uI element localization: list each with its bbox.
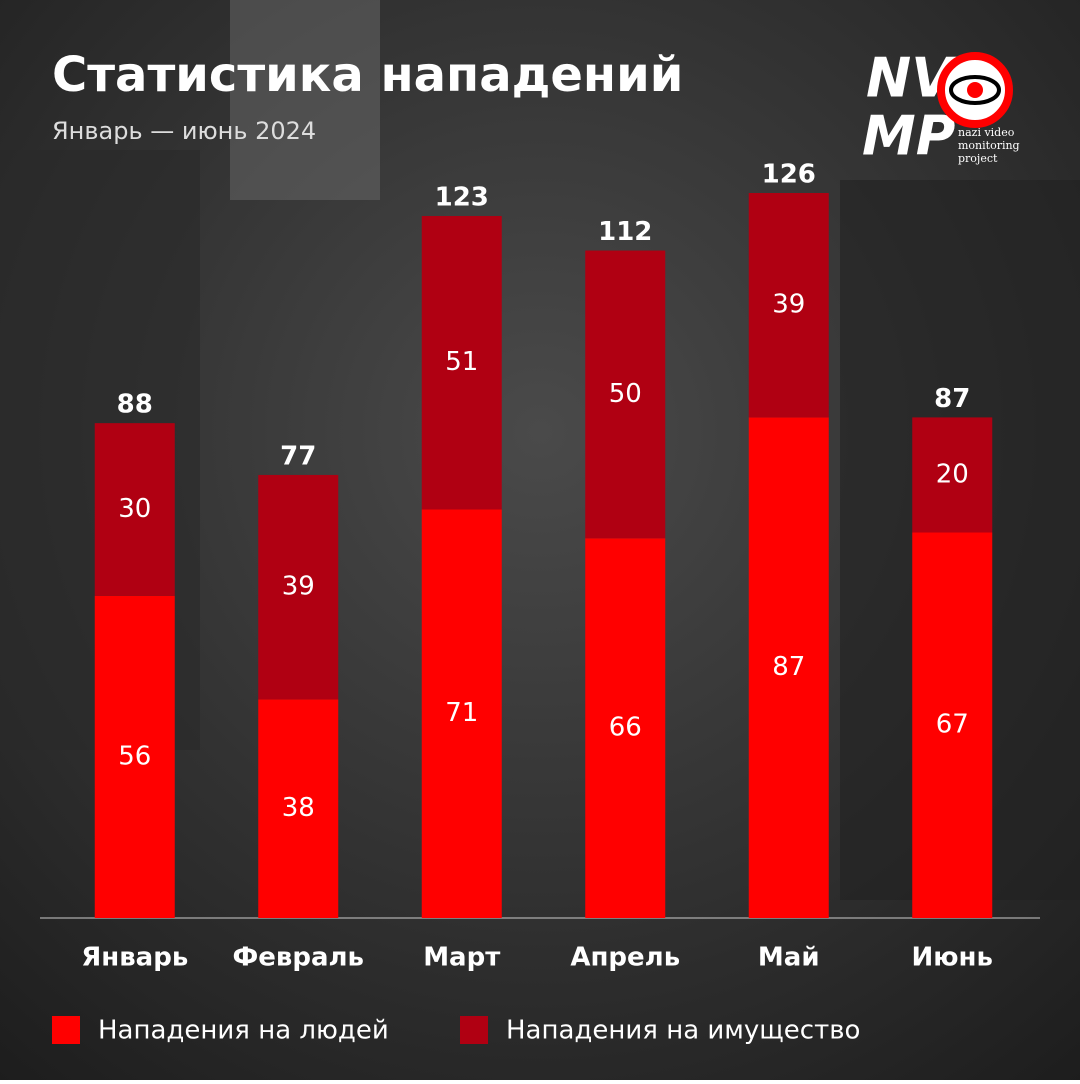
x-tick-label: Апрель [570, 943, 680, 973]
logo: NV MP nazi video monitoring project [862, 47, 1020, 168]
data-label: 66 [609, 713, 642, 743]
bar-segment [421, 216, 502, 510]
chart-title: Статистика нападений [52, 47, 683, 103]
data-label: 30 [118, 494, 151, 524]
x-tick-label: Март [423, 943, 500, 973]
bar-segment [258, 474, 339, 700]
x-tick-label: Май [758, 943, 820, 973]
total-label: 77 [280, 441, 316, 471]
data-label: 51 [445, 347, 478, 377]
bar-segment [585, 538, 666, 918]
bar-segment [748, 417, 829, 918]
x-tick-label: Февраль [232, 943, 364, 973]
logo-mark: MP [862, 105, 955, 168]
data-label: 50 [609, 379, 642, 409]
total-label: 123 [435, 183, 489, 213]
logo-text: project [958, 152, 998, 165]
data-label: 39 [772, 290, 805, 320]
logo-text: monitoring [958, 139, 1020, 152]
bar-segment [94, 423, 175, 596]
bar-segment [912, 532, 993, 918]
data-label: 20 [936, 459, 969, 489]
legend-label: Нападения на людей [98, 1016, 389, 1046]
legend-swatch [460, 1016, 488, 1044]
bar-segment [421, 509, 502, 918]
legend-label: Нападения на имущество [506, 1016, 860, 1046]
total-label: 126 [762, 160, 816, 190]
data-label: 87 [772, 652, 805, 682]
data-label: 39 [282, 572, 315, 602]
data-label: 67 [936, 710, 969, 740]
bar-segment [258, 699, 339, 918]
x-tick-label: Январь [81, 943, 188, 973]
total-label: 87 [934, 384, 970, 414]
bar-segment [748, 193, 829, 418]
x-tick-label: Июнь [912, 943, 993, 973]
bar-segment [585, 250, 666, 539]
data-label: 71 [445, 698, 478, 728]
bar-segment [912, 417, 993, 533]
total-label: 112 [598, 217, 652, 247]
background-shape [230, 0, 380, 200]
logo-text: nazi video [958, 126, 1015, 139]
logo-eye [949, 75, 1001, 105]
data-label: 56 [118, 741, 151, 771]
legend-swatch [52, 1016, 80, 1044]
total-label: 88 [117, 390, 153, 420]
chart-subtitle: Январь — июнь 2024 [52, 117, 316, 145]
bar-segment [94, 595, 175, 918]
data-label: 38 [282, 793, 315, 823]
logo-eye [967, 82, 983, 98]
